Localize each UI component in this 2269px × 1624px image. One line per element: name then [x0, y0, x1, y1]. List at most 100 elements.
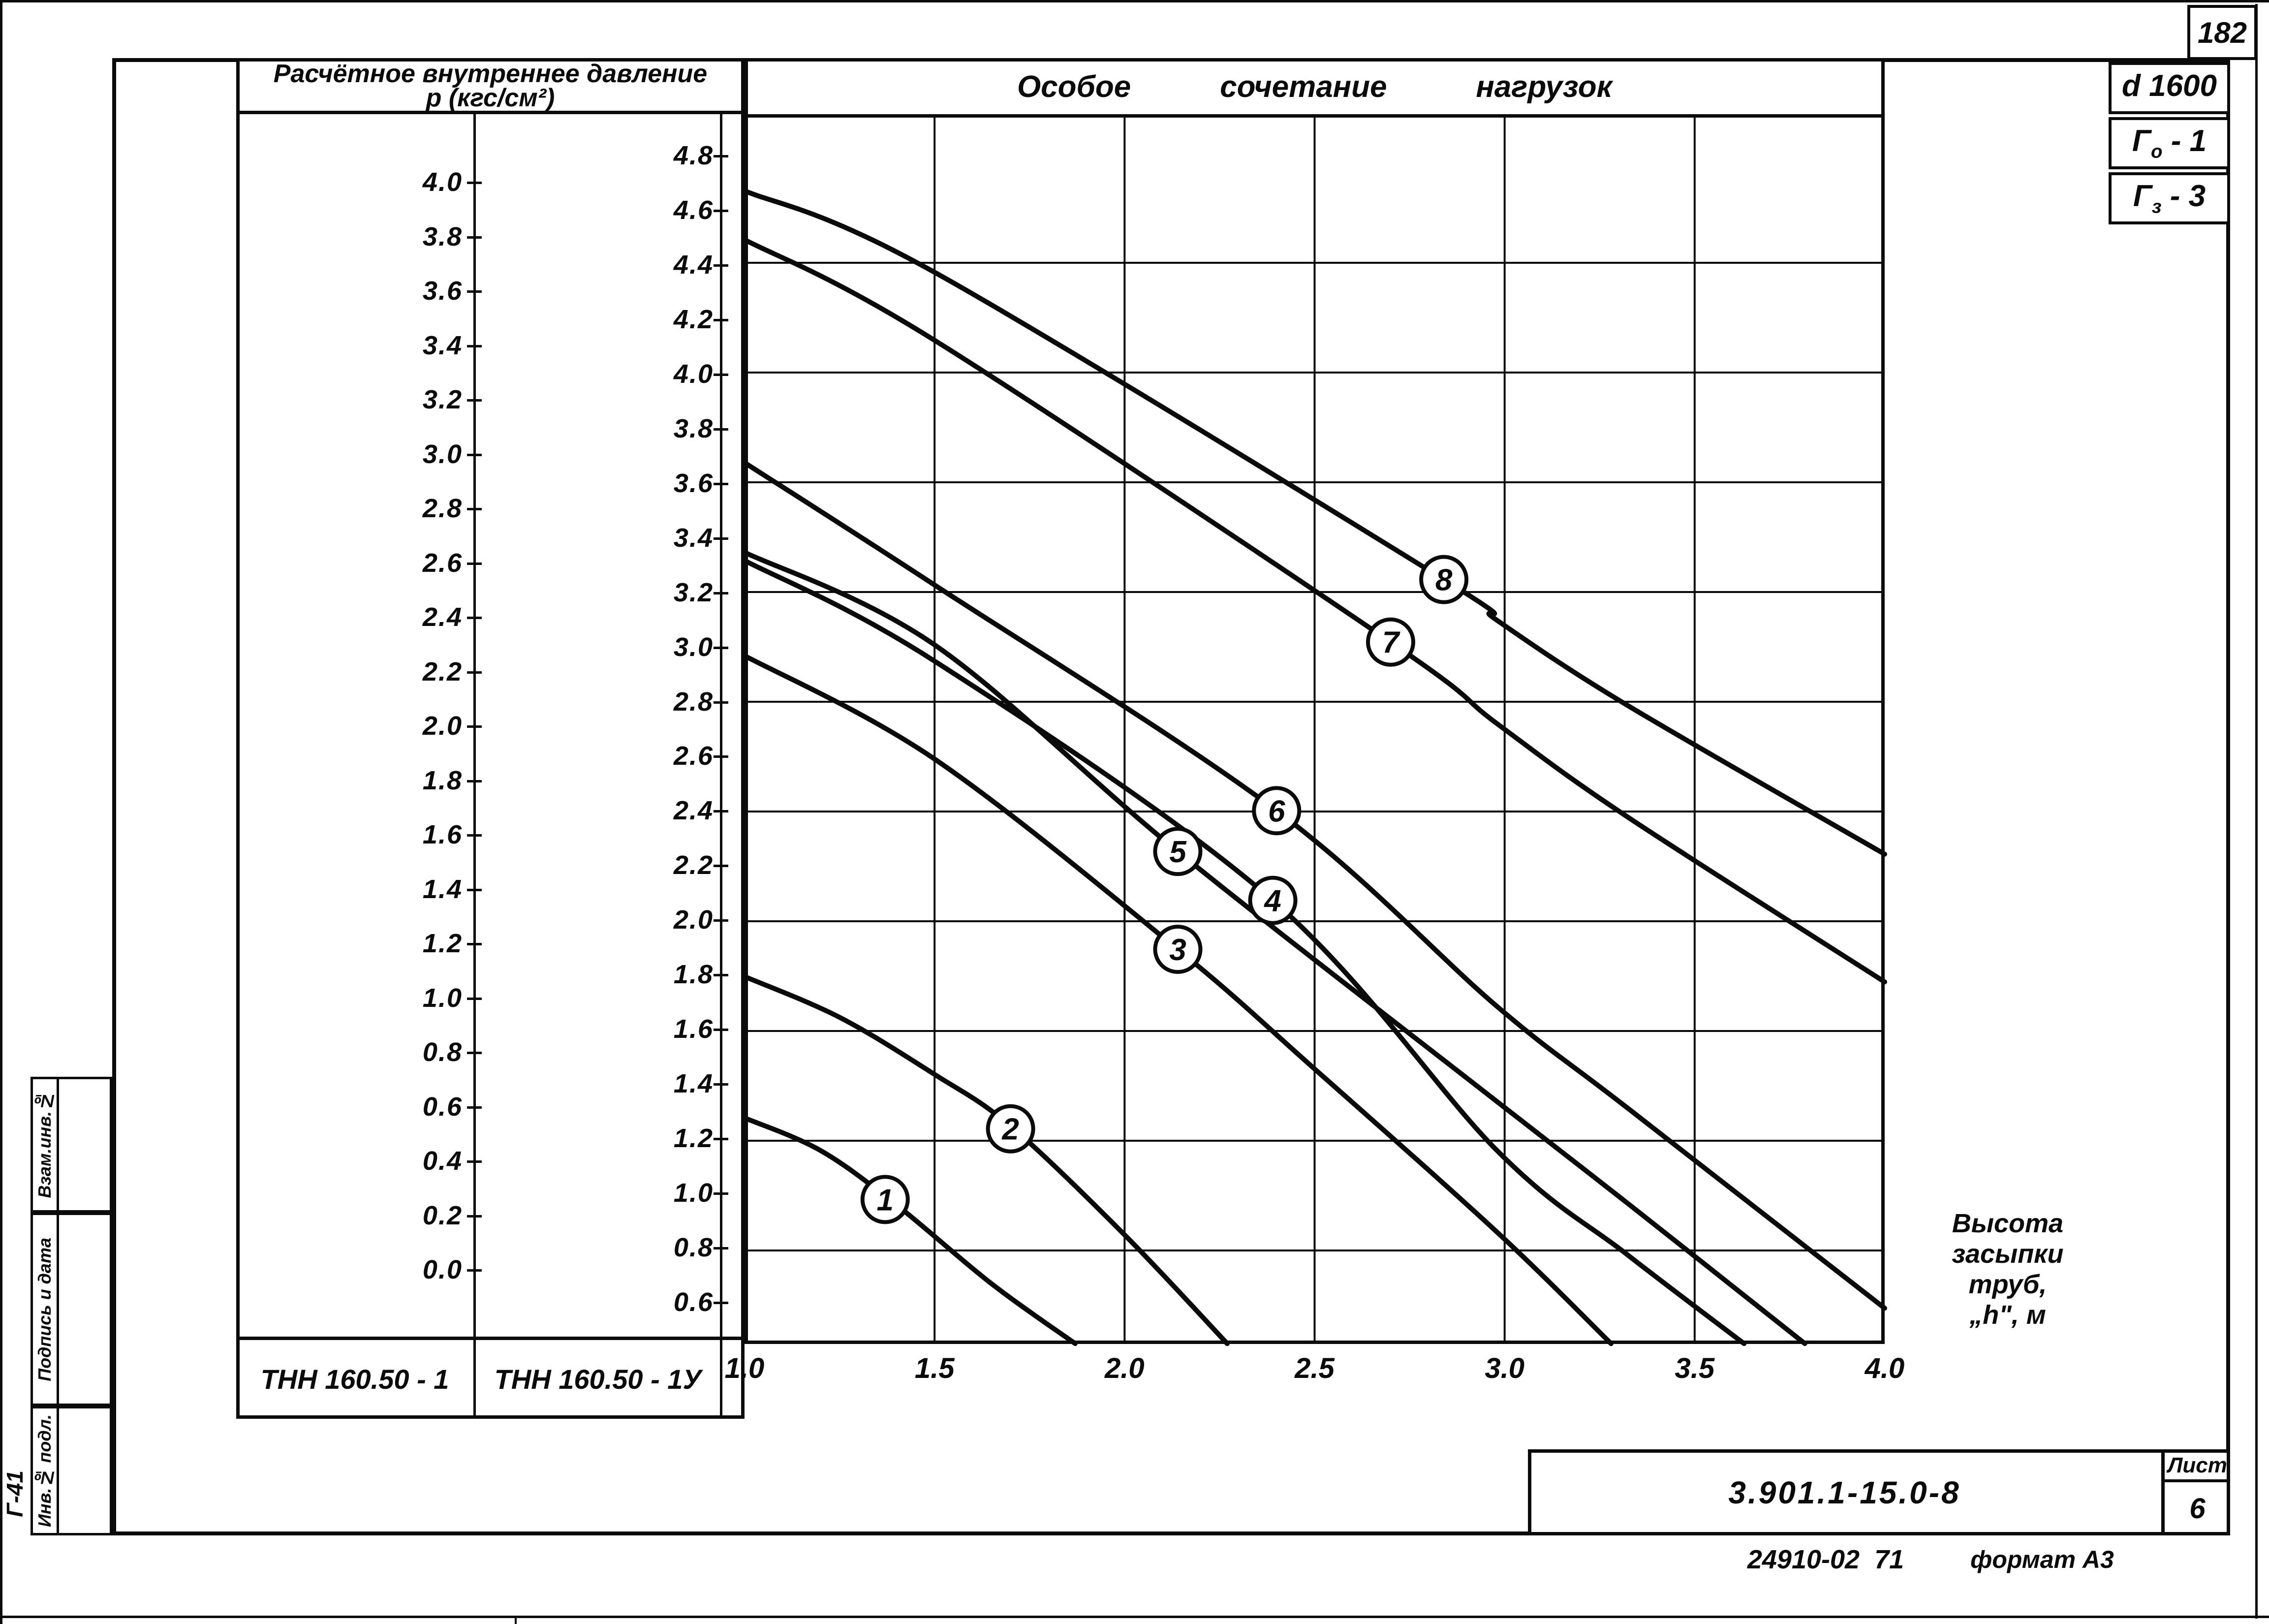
x-axis-note-line3: труб, [1968, 1270, 2047, 1299]
left-scale-tick [467, 182, 482, 184]
left-scale-tick [467, 617, 482, 619]
x-axis-note-line4: „h", м [1969, 1300, 2046, 1330]
x-tick-label: 1.5 [914, 1352, 955, 1384]
left-scale-value: 2.8 [422, 494, 463, 523]
code-box-diameter: d 1600 [2109, 62, 2230, 114]
left-scale-value: 2.6 [422, 548, 463, 578]
left-scale-value: 3.4 [422, 330, 463, 360]
pressure-panel-header-divider [236, 111, 745, 114]
right-scale-tick [714, 1083, 728, 1086]
left-scale-tick [467, 1215, 482, 1218]
code-gz: Г [2133, 179, 2152, 214]
title-block-vertical-divider [2161, 1449, 2165, 1535]
right-scale-value: 2.4 [673, 796, 714, 826]
sheet-word: Лист [2168, 1453, 2227, 1477]
right-scale-value: 4.0 [673, 359, 714, 389]
sheet-number: 6 [2189, 1492, 2206, 1525]
left-scale-value: 2.4 [422, 602, 463, 632]
paper-edge-right [2255, 4, 2258, 1619]
right-scale-tick [714, 646, 728, 649]
right-scale-value: 3.4 [673, 523, 714, 553]
right-scale-value: 0.8 [673, 1233, 714, 1262]
curves-svg: 1 2 3 4 5 6 7 8 [742, 114, 1887, 1346]
code-box-gz: Гз - 3 [2109, 172, 2230, 224]
right-scale-tick [714, 810, 728, 813]
chart-title: Особое сочетание нагрузок [1017, 69, 1613, 104]
right-scale-tick [714, 428, 728, 431]
page-number: 182 [2197, 16, 2247, 49]
curve-5 [742, 550, 1807, 1346]
stamp-label: Подпись и дата [34, 1237, 55, 1381]
right-scale-tick [714, 1138, 728, 1141]
x-tick-label: 3.5 [1675, 1352, 1715, 1384]
curve-7 [742, 237, 1887, 985]
curve-badge-number-6: 6 [1268, 794, 1285, 828]
x-tick-label: 2.0 [1105, 1352, 1145, 1384]
pressure-panel-title-line1: Расчётное внутреннее давление [273, 60, 708, 88]
curve-badge-number-4: 4 [1263, 884, 1281, 918]
x-tick-label: 1.0 [724, 1352, 765, 1384]
curve-4 [742, 558, 1747, 1346]
curve-badge-circle-6 [1252, 786, 1302, 836]
right-scale-tick [714, 1247, 728, 1249]
left-scale-tick [467, 290, 482, 293]
right-scale-tick [714, 155, 728, 157]
pressure-panel-rightscale-line [720, 114, 722, 1419]
right-scale-tick [714, 537, 728, 540]
curve-badge-circle-1 [860, 1175, 910, 1224]
chart-title-wrap: Особое сочетание нагрузок [745, 62, 1885, 111]
left-scale-tick [467, 1106, 482, 1109]
right-scale-tick [714, 318, 728, 321]
right-scale-value: 2.6 [673, 741, 714, 771]
paper-edge-mark [515, 1616, 517, 1624]
right-scale-value: 1.4 [673, 1069, 714, 1099]
left-scale-value: 0.8 [422, 1037, 463, 1067]
curve-8 [742, 188, 1887, 857]
plot-area: 1 2 3 4 5 6 7 8 [742, 114, 1887, 1346]
x-axis-note: Высота засыпки труб, „h", м [1919, 1208, 2096, 1330]
left-scale-tick [467, 780, 482, 782]
pipe-type-right-cell: ТНН 160.50 - 1У [476, 1343, 720, 1415]
stamp-empty-cell [57, 1406, 112, 1535]
stamp-empty-cell [57, 1077, 112, 1213]
left-scale-tick [467, 943, 482, 945]
right-scale-value: 1.8 [673, 960, 714, 990]
right-scale-tick [714, 974, 728, 977]
x-tick-label: 4.0 [1865, 1352, 1905, 1384]
left-scale-tick [467, 834, 482, 837]
right-scale-value: 0.6 [673, 1287, 714, 1317]
right-scale-value: 4.6 [673, 195, 714, 225]
right-scale-tick [714, 1301, 728, 1304]
stamp-label-cell: Инв.№ подл. [31, 1406, 59, 1535]
curve-3 [742, 653, 1614, 1346]
right-scale-value: 2.8 [673, 687, 714, 717]
curve-badge-circle-3 [1153, 925, 1203, 974]
pressure-panel-footer-divider [236, 1337, 745, 1340]
curve-2 [742, 974, 1230, 1346]
right-scale-value: 4.2 [673, 304, 714, 334]
right-scale-value: 3.6 [673, 468, 714, 498]
left-scale-tick [467, 399, 482, 402]
right-scale-tick [714, 1192, 728, 1195]
left-scale-value: 3.6 [422, 276, 463, 306]
left-scale-tick [467, 453, 482, 456]
footer-format: формат А3 [1970, 1546, 2114, 1573]
left-scale-value: 0.0 [422, 1255, 463, 1284]
footer-code-wrap: 24910-02 71 [1712, 1544, 1939, 1575]
curve-1 [742, 1115, 1078, 1346]
left-scale-value: 3.0 [422, 439, 463, 469]
left-scale-value: 0.6 [422, 1092, 463, 1122]
doc-number: 3.901.1-15.0-8 [1728, 1474, 1961, 1510]
title-block [1528, 1449, 2230, 1535]
right-scale-value: 4.8 [673, 141, 714, 170]
paper-edge-bottom [0, 1616, 2269, 1618]
left-scale-tick [467, 725, 482, 728]
left-scale-tick [467, 671, 482, 674]
curve-badge-number-8: 8 [1435, 563, 1453, 597]
curve-badge-circle-8 [1419, 555, 1469, 604]
right-scale-value: 3.8 [673, 413, 714, 443]
curve-badge-circle-2 [986, 1104, 1035, 1154]
left-scale-tick [467, 888, 482, 891]
left-scale-tick [467, 1269, 482, 1272]
